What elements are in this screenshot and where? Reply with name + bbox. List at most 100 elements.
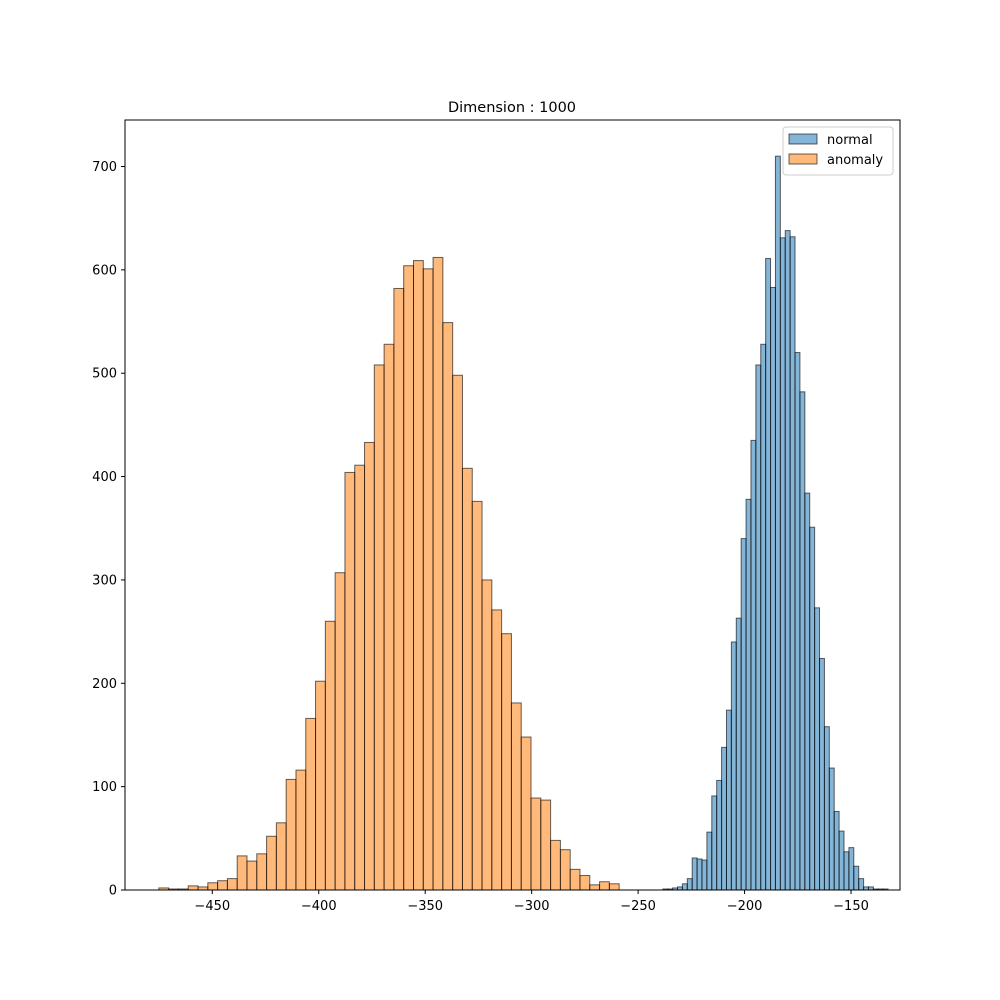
normal-bar: [696, 858, 703, 891]
anomaly-bar: [432, 256, 444, 891]
anomaly-bar: [413, 260, 424, 891]
y-tick-label: 700: [92, 160, 117, 175]
y-tick-label: 500: [92, 367, 117, 382]
anomaly-bar: [403, 265, 414, 891]
normal-bar: [750, 439, 757, 891]
x-tick-label: −250: [620, 899, 656, 914]
normal-bar: [765, 258, 772, 891]
normal-bar: [691, 857, 698, 891]
normal-bar: [809, 526, 816, 891]
anomaly-bar: [530, 797, 542, 891]
normal-bar: [853, 865, 860, 891]
normal-bar: [804, 492, 811, 891]
x-tick-label: −400: [301, 899, 337, 914]
anomaly-bar: [608, 883, 620, 891]
normal-bar: [725, 709, 732, 891]
anomaly-bar: [324, 620, 336, 891]
legend: normal anomaly: [782, 126, 894, 176]
chart-title: Dimension : 1000: [448, 100, 576, 116]
legend-label-anomaly: anomaly: [827, 153, 883, 168]
normal-bar: [799, 391, 806, 891]
anomaly-bar: [315, 680, 326, 891]
y-tick-label: 0: [109, 884, 117, 899]
normal-bar: [784, 230, 791, 891]
normal-bar: [681, 883, 688, 891]
normal-bar: [774, 155, 781, 891]
anomaly-bar: [599, 881, 610, 891]
anomaly-bar: [559, 849, 571, 891]
x-tick-label: −200: [727, 899, 763, 914]
legend-label-normal: normal: [827, 133, 873, 148]
anomaly-bar: [285, 778, 297, 891]
y-tick-label: 600: [92, 263, 117, 278]
normal-bar: [814, 607, 821, 891]
anomaly-bar: [471, 500, 483, 891]
y-tick-label: 300: [92, 573, 117, 588]
anomaly-bar: [354, 464, 366, 891]
normal-bar: [843, 851, 850, 891]
anomaly-series-bars: [158, 256, 620, 891]
x-tick-label: −450: [194, 899, 230, 914]
y-tick-label: 400: [92, 470, 117, 485]
anomaly-bar: [226, 878, 238, 891]
normal-bar: [701, 859, 708, 891]
anomaly-bar: [540, 799, 552, 891]
normal-bar: [770, 286, 776, 891]
anomaly-bar: [266, 835, 277, 891]
anomaly-bar: [422, 268, 434, 891]
plot-frame: [124, 119, 901, 891]
anomaly-bar: [442, 322, 454, 891]
y-axis-ticks: 0 100 200 300 400 500 600 700: [92, 160, 125, 899]
normal-bar: [760, 343, 767, 891]
normal-bar: [794, 352, 801, 891]
normal-bar: [838, 830, 845, 891]
anomaly-bar: [334, 572, 346, 891]
normal-bar: [711, 795, 718, 891]
x-tick-label: −300: [514, 899, 550, 914]
anomaly-bar: [491, 609, 503, 891]
normal-bar: [740, 538, 747, 891]
normal-bar: [706, 831, 713, 891]
x-axis-ticks: −450 −400 −350 −300 −250 −200 −150: [194, 890, 869, 914]
normal-bar: [779, 237, 786, 891]
anomaly-bar: [217, 880, 228, 891]
normal-series-bars: [662, 155, 889, 891]
anomaly-bar: [187, 885, 199, 891]
normal-bar: [721, 746, 727, 891]
anomaly-bar: [344, 471, 356, 891]
anomaly-bar: [256, 853, 268, 891]
anomaly-bar: [501, 633, 512, 891]
anomaly-bar: [510, 702, 522, 891]
anomaly-bar: [305, 717, 317, 891]
normal-bar: [686, 878, 693, 891]
normal-bar: [833, 810, 840, 891]
anomaly-bar: [393, 287, 405, 891]
anomaly-bar: [383, 343, 395, 891]
anomaly-bar: [481, 579, 493, 891]
normal-bar: [858, 878, 865, 891]
anomaly-bar: [579, 875, 591, 891]
normal-bar: [755, 364, 762, 891]
anomaly-bar: [461, 467, 473, 891]
normal-bar: [828, 767, 835, 891]
normal-bar: [848, 847, 855, 891]
anomaly-bar: [236, 855, 248, 891]
legend-swatch-anomaly: [788, 153, 818, 165]
anomaly-bar: [364, 441, 375, 891]
anomaly-bar: [373, 364, 385, 891]
x-tick-label: −350: [407, 899, 443, 914]
y-tick-label: 200: [92, 677, 117, 692]
normal-bar: [789, 236, 796, 891]
x-tick-label: −150: [833, 899, 869, 914]
anomaly-bar: [275, 822, 287, 891]
anomaly-bar: [550, 839, 561, 891]
normal-bar: [735, 617, 742, 891]
anomaly-bar: [246, 860, 258, 891]
anomaly-bar: [589, 884, 601, 891]
anomaly-bar: [520, 736, 532, 891]
anomaly-bar: [295, 769, 307, 891]
normal-bar: [716, 779, 723, 891]
anomaly-bar: [569, 868, 581, 891]
normal-bar: [745, 498, 752, 891]
